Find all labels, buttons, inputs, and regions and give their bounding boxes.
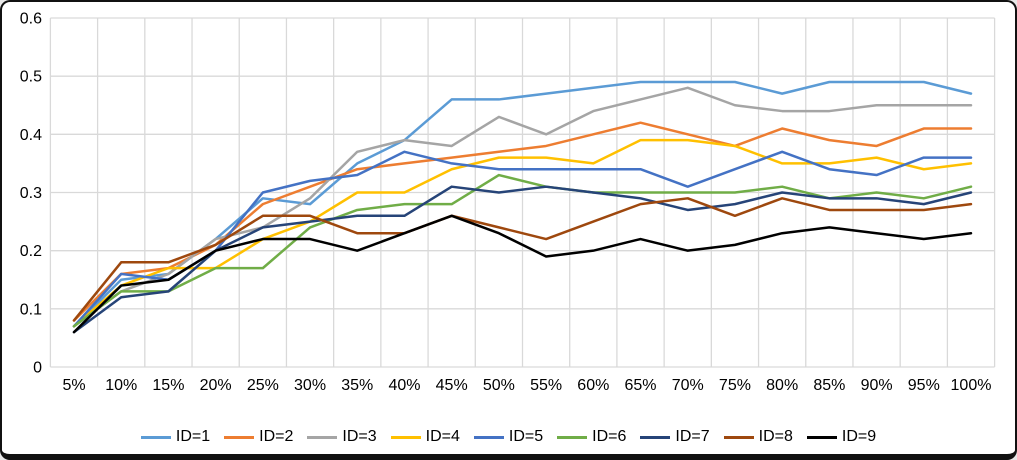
y-axis-tick-label: 0.6 [20, 11, 42, 28]
y-axis-tick-label: 0 [33, 360, 42, 377]
x-axis-tick-label: 55% [530, 377, 562, 394]
legend-label: ID=2 [259, 428, 294, 445]
legend-line-swatch [473, 435, 504, 439]
y-axis-tick-label: 0.1 [20, 301, 42, 318]
x-axis-tick-label: 90% [861, 377, 893, 394]
series-line-ID=3[interactable] [72, 86, 973, 328]
x-axis-tick-label: 95% [908, 377, 940, 394]
x-axis-tick-label: 10% [105, 377, 137, 394]
x-axis-tick-label: 25% [247, 377, 279, 394]
legend-line-swatch [723, 435, 754, 439]
x-axis-tick-label: 35% [341, 377, 373, 394]
x-axis-tick-label: 65% [625, 377, 657, 394]
x-axis-tick-label: 5% [62, 377, 85, 394]
legend-item-ID=1[interactable]: ID=1 [140, 428, 211, 446]
x-axis-tick-label: 20% [200, 377, 232, 394]
series-line-ID=1[interactable] [72, 80, 973, 328]
x-axis-tick-label: 85% [813, 377, 845, 394]
legend-item-ID=6[interactable]: ID=6 [557, 428, 626, 446]
legend-line-swatch [557, 435, 588, 439]
legend-line-swatch [806, 435, 837, 439]
x-axis-tick-label: 75% [719, 377, 751, 394]
legend-line-swatch [140, 435, 171, 439]
x-axis-tick-label: 30% [294, 377, 326, 394]
legend-label: ID=5 [508, 428, 544, 445]
legend-item-ID=2[interactable]: ID=2 [224, 428, 293, 446]
x-axis-tick-label: 50% [483, 377, 515, 394]
legend-item-ID=7[interactable]: ID=7 [640, 428, 710, 446]
legend-label: ID=7 [675, 428, 710, 445]
x-axis-tick-label: 80% [766, 377, 798, 394]
x-axis-tick-label: 60% [577, 377, 609, 394]
series-line-ID=7[interactable] [72, 185, 973, 334]
legend-line-swatch [640, 435, 671, 439]
line-chart-plot: 0 0.1 0.2 0.3 0.4 0.5 0.6 5% 10% 15% 20% 25% 30% 35% 4… [20, 11, 996, 394]
series-line-ID=9[interactable] [72, 214, 973, 334]
y-axis-tick-label: 0.4 [20, 127, 42, 144]
legend-label: ID=3 [342, 428, 377, 445]
legend-line-swatch [390, 435, 421, 439]
x-axis-tick-label: 45% [436, 377, 468, 394]
chart-legend: ID=1 ID=2 ID=3 ID=4 ID=5 ID=6 ID=7 ID=8 ID=9 [2, 428, 1015, 446]
y-axis-tick-label: 0.5 [20, 69, 42, 86]
legend-item-ID=3[interactable]: ID=3 [307, 428, 377, 446]
x-axis-tick-label: 40% [388, 377, 420, 394]
legend-item-ID=5[interactable]: ID=5 [473, 428, 544, 446]
series-line-ID=8[interactable] [72, 197, 973, 322]
legend-label: ID=1 [175, 428, 211, 445]
legend-line-swatch [307, 435, 338, 439]
y-axis-tick-label: 0.2 [20, 243, 42, 260]
y-axis-tick-label: 0.3 [20, 185, 42, 202]
legend-line-swatch [224, 435, 255, 439]
legend-item-ID=9[interactable]: ID=9 [806, 428, 877, 446]
series-line-ID=4[interactable] [72, 138, 973, 328]
x-axis-tick-label: 70% [672, 377, 704, 394]
legend-label: ID=6 [592, 428, 627, 445]
legend-item-ID=4[interactable]: ID=4 [390, 428, 460, 446]
legend-label: ID=8 [758, 428, 793, 445]
legend-item-ID=8[interactable]: ID=8 [723, 428, 793, 446]
x-axis-tick-label: 15% [152, 377, 184, 394]
legend-label: ID=4 [425, 428, 460, 445]
x-axis-tick-label: 100% [951, 377, 992, 394]
legend-label: ID=9 [841, 428, 877, 445]
